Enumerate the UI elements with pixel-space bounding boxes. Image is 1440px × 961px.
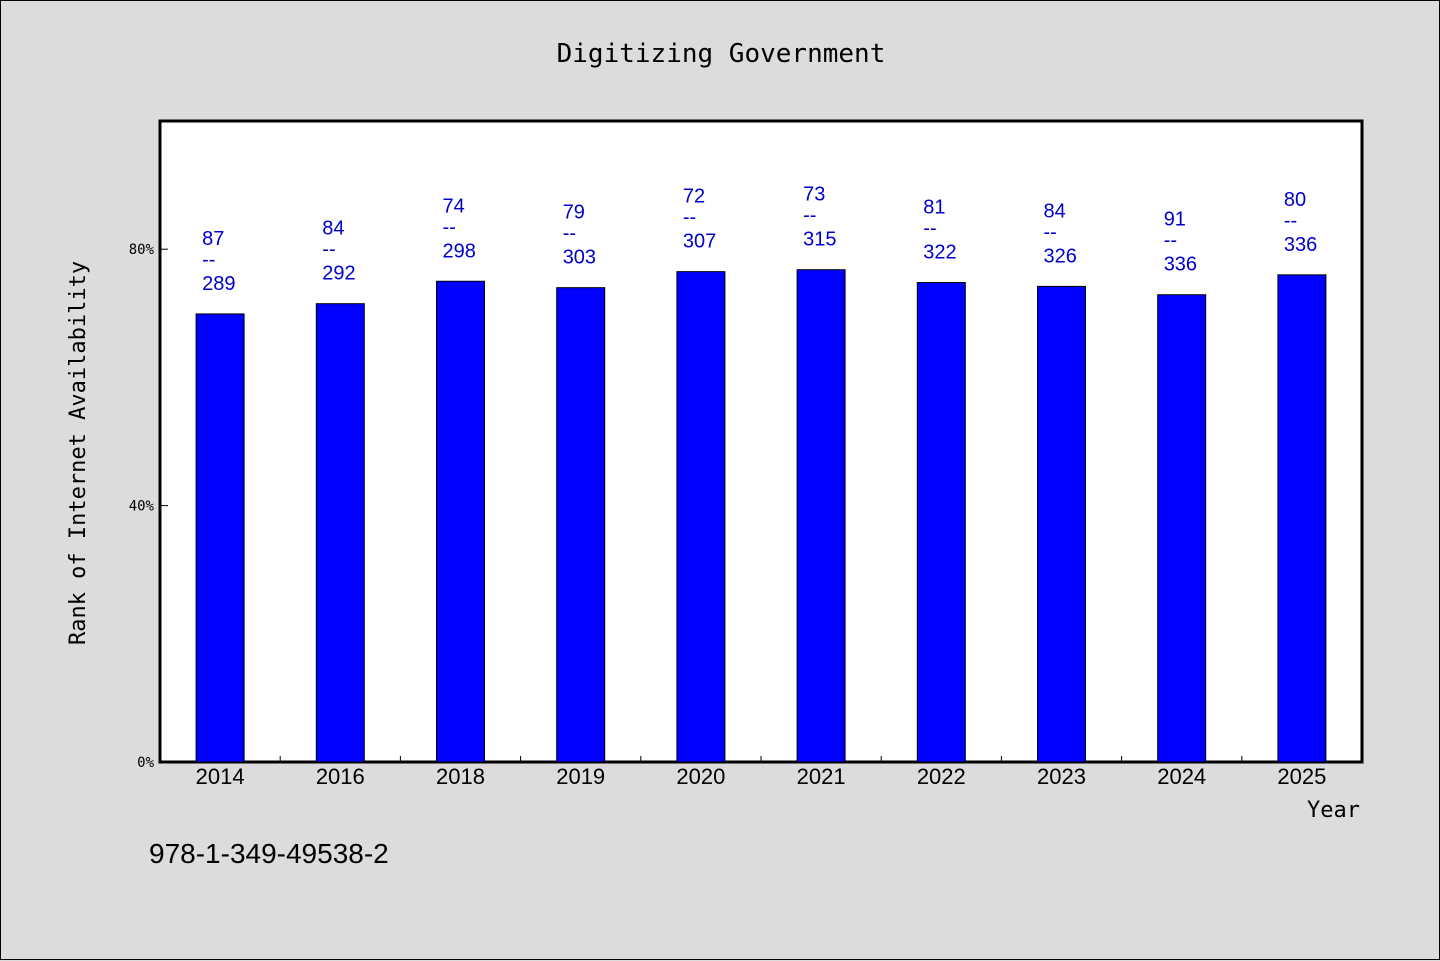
x-tick-label: 2023 (1037, 764, 1086, 789)
bars-layer (195, 269, 1327, 763)
data-label-bottom: 298 (443, 240, 476, 262)
data-label-bottom: 292 (322, 263, 355, 285)
data-label-top: 80 (1284, 189, 1306, 211)
x-tick-label: 2018 (436, 764, 485, 789)
data-label-bottom: 326 (1044, 245, 1077, 267)
y-tick-label: 0% (137, 755, 154, 771)
bar (436, 280, 485, 763)
x-tick-label: 2019 (556, 764, 605, 789)
y-axis-title: Rank of Internet Availability (66, 261, 91, 645)
data-label-bottom: 303 (563, 247, 596, 269)
data-label-bottom: 307 (683, 231, 716, 253)
data-label-top: 81 (923, 197, 945, 219)
data-label-top: 84 (1044, 200, 1066, 222)
data-label-top: 72 (683, 186, 705, 208)
bar (556, 287, 606, 763)
data-label-separator: -- (1164, 230, 1177, 252)
x-tick-label: 2020 (676, 764, 725, 789)
data-label-bottom: 336 (1284, 234, 1317, 256)
data-label-separator: -- (443, 216, 456, 238)
data-label-bottom: 289 (202, 273, 235, 295)
x-axis: 2014 2016 2018 2019 2020 2021 2022 2023 2024 2025 (196, 756, 1326, 789)
x-tick-label: 2021 (797, 764, 846, 789)
bar (1157, 294, 1207, 763)
x-tick-label: 2014 (196, 764, 245, 789)
data-label-separator: -- (683, 207, 696, 229)
isbn-text: 978-1-349-49538-2 (149, 838, 389, 869)
data-label-bottom: 322 (923, 242, 956, 264)
x-tick-label: 2025 (1277, 764, 1326, 789)
bar (1277, 274, 1327, 763)
x-tick-label: 2016 (316, 764, 365, 789)
data-label-bottom: 336 (1164, 254, 1197, 276)
y-tick-label: 40% (129, 499, 155, 515)
data-label-top: 84 (322, 218, 344, 240)
bar (676, 271, 726, 763)
data-label-separator: -- (563, 223, 576, 245)
data-labels-layer: 87--28984--29274--29879--30372--30773--3… (202, 184, 1317, 295)
x-tick-label: 2022 (917, 764, 966, 789)
bar (796, 269, 846, 763)
x-axis-title: Year (1307, 798, 1360, 823)
data-label-bottom: 315 (803, 229, 836, 251)
bar (916, 282, 966, 763)
data-label-top: 87 (202, 228, 224, 250)
bar (315, 303, 365, 763)
data-label-separator: -- (1044, 221, 1057, 243)
chart-title: Digitizing Government (557, 39, 886, 69)
x-tick-label: 2024 (1157, 764, 1206, 789)
data-label-top: 73 (803, 184, 825, 206)
data-label-separator: -- (803, 205, 816, 227)
data-label-separator: -- (202, 249, 215, 271)
data-label-separator: -- (923, 218, 936, 240)
data-label-top: 74 (443, 195, 465, 217)
data-label-separator: -- (1284, 210, 1297, 232)
data-label-top: 79 (563, 202, 585, 224)
data-label-separator: -- (322, 239, 335, 261)
y-axis: 0% 40% 80% (129, 242, 168, 771)
data-label-top: 91 (1164, 209, 1186, 231)
y-tick-label: 80% (129, 242, 155, 258)
bar (1037, 285, 1086, 763)
bar (195, 313, 245, 763)
